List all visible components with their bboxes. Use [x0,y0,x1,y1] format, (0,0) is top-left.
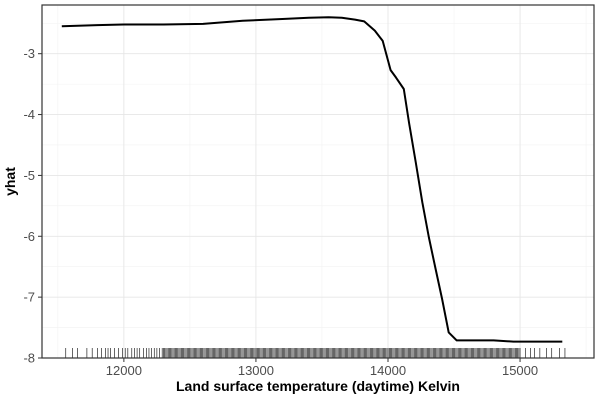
line-layer [61,16,563,343]
x-tick-label: 15000 [502,363,538,378]
y-axis-title: yhat [2,167,18,196]
y-tick-label: -3 [23,46,35,61]
x-axis-ticks: 12000 13000 14000 15000 [106,358,538,378]
x-tick-label: 12000 [106,363,142,378]
y-tick-label: -6 [23,229,35,244]
grid-layer [42,5,594,359]
rug-layer [65,348,566,358]
x-tick-label: 14000 [370,363,406,378]
x-tick-label: 13000 [238,363,274,378]
y-tick-label: -5 [23,168,35,183]
y-axis-ticks: -8 -7 -6 -5 -4 -3 [23,46,42,366]
y-tick-label: -8 [23,351,35,366]
y-tick-label: -7 [23,290,35,305]
panel-border [41,4,595,359]
partial-dependence-line [61,16,563,343]
x-axis-title: Land surface temperature (daytime) Kelvi… [176,378,460,394]
y-tick-label: -4 [23,107,35,122]
